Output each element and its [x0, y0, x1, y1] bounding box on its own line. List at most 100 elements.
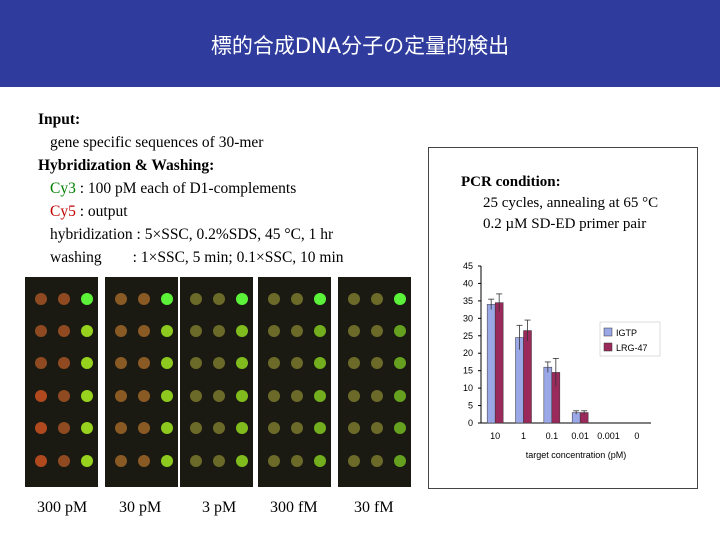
array-spot	[115, 293, 127, 305]
array-spot	[161, 390, 173, 402]
y-tick-label: 30	[463, 313, 473, 323]
slide-title: 標的合成DNA分子の定量的検出	[210, 34, 510, 58]
array-spot	[35, 455, 47, 467]
x-tick-label: 0.1	[546, 431, 559, 441]
array-spot	[190, 357, 202, 369]
array-spot	[35, 390, 47, 402]
array-spot	[58, 422, 70, 434]
cy5-label: Cy5	[50, 203, 76, 220]
array-spot	[291, 455, 303, 467]
array-spot	[138, 390, 150, 402]
array-spot	[115, 390, 127, 402]
x-tick-label: 0.01	[571, 431, 589, 441]
input-text: gene specific sequences of 30-mer	[50, 134, 264, 151]
array-spot	[394, 357, 406, 369]
array-spot	[314, 293, 326, 305]
array-spot	[213, 455, 225, 467]
title-bar: 標的合成DNA分子の定量的検出	[0, 0, 720, 87]
array-spot	[371, 357, 383, 369]
cy3-line: Cy3 : 100 pM each of D1-complements	[38, 177, 344, 200]
array-spot	[115, 325, 127, 337]
y-tick-label: 5	[468, 401, 473, 411]
array-spot	[394, 422, 406, 434]
array-spot	[190, 422, 202, 434]
array-spot	[115, 357, 127, 369]
legend-label: LRG-47	[616, 343, 648, 353]
y-tick-label: 0	[468, 418, 473, 428]
array-spot	[394, 390, 406, 402]
pcr-conditions: PCR condition: 25 cycles, annealing at 6…	[429, 172, 697, 235]
array-spot	[348, 293, 360, 305]
array-spot	[291, 325, 303, 337]
array-spot	[236, 293, 248, 305]
array-spot	[81, 422, 93, 434]
array-spot	[190, 390, 202, 402]
array-spot	[161, 293, 173, 305]
x-axis-label: target concentration (pM)	[526, 450, 627, 460]
array-spot	[138, 357, 150, 369]
array-panel-1	[25, 277, 98, 487]
bar-lrg-47	[494, 302, 504, 424]
array-spot	[161, 422, 173, 434]
array-spot	[81, 357, 93, 369]
array-spot	[314, 422, 326, 434]
array-spot	[348, 455, 360, 467]
array-spot	[190, 293, 202, 305]
bar-chart: 0 5 10 15 20 25 30 35 40 45 10 1 0.1 0.01 0.001 0 target…	[463, 261, 661, 460]
array-spot	[138, 455, 150, 467]
x-tick-label: 0	[634, 431, 639, 441]
array-spot	[35, 293, 47, 305]
concentration-label-1: 300 pM	[37, 499, 88, 516]
array-spot	[291, 422, 303, 434]
array-spot	[213, 390, 225, 402]
array-spot	[236, 422, 248, 434]
array-spot	[81, 390, 93, 402]
legend-swatch	[603, 342, 613, 352]
array-spot	[58, 293, 70, 305]
concentration-label-5: 30 fM	[354, 499, 394, 516]
legend-label: IGTP	[616, 328, 637, 338]
array-spot	[314, 455, 326, 467]
methods-text: Input: gene specific sequences of 30-mer…	[38, 108, 344, 269]
y-tick-label: 10	[463, 383, 473, 393]
array-panel-3	[180, 277, 253, 487]
array-spot	[371, 455, 383, 467]
array-spot	[314, 325, 326, 337]
array-spot	[236, 390, 248, 402]
array-spot	[291, 390, 303, 402]
y-tick-label: 15	[463, 366, 473, 376]
cy3-label: Cy3	[50, 180, 76, 197]
array-spot	[371, 325, 383, 337]
array-spot	[213, 293, 225, 305]
array-spot	[348, 390, 360, 402]
array-spot	[291, 357, 303, 369]
cy3-text: : 100 pM each of D1-complements	[75, 180, 297, 197]
array-spot	[314, 390, 326, 402]
pcr-chart-box: PCR condition: 25 cycles, annealing at 6…	[428, 147, 698, 489]
array-spot	[138, 325, 150, 337]
array-spot	[236, 455, 248, 467]
array-spot	[58, 455, 70, 467]
array-spot	[161, 357, 173, 369]
array-spot	[268, 455, 280, 467]
array-spot	[138, 422, 150, 434]
y-tick-label: 40	[463, 278, 473, 288]
pcr-line-2: 0.2 µM SD-ED primer pair	[483, 216, 647, 232]
array-spot	[236, 357, 248, 369]
concentration-label-4: 300 fM	[270, 499, 318, 516]
array-spot	[268, 293, 280, 305]
array-panel-2	[105, 277, 178, 487]
array-spot	[35, 357, 47, 369]
array-panel-4	[258, 277, 331, 487]
legend-swatch	[603, 327, 613, 337]
bar-igtp	[515, 337, 524, 424]
y-tick-label: 20	[463, 348, 473, 358]
y-tick-label: 35	[463, 296, 473, 306]
array-spot	[58, 357, 70, 369]
y-tick-label: 45	[463, 261, 473, 271]
array-spot	[268, 390, 280, 402]
bar-igtp	[486, 304, 496, 424]
array-spot	[58, 390, 70, 402]
array-spot	[236, 325, 248, 337]
input-label: Input:	[38, 111, 81, 128]
